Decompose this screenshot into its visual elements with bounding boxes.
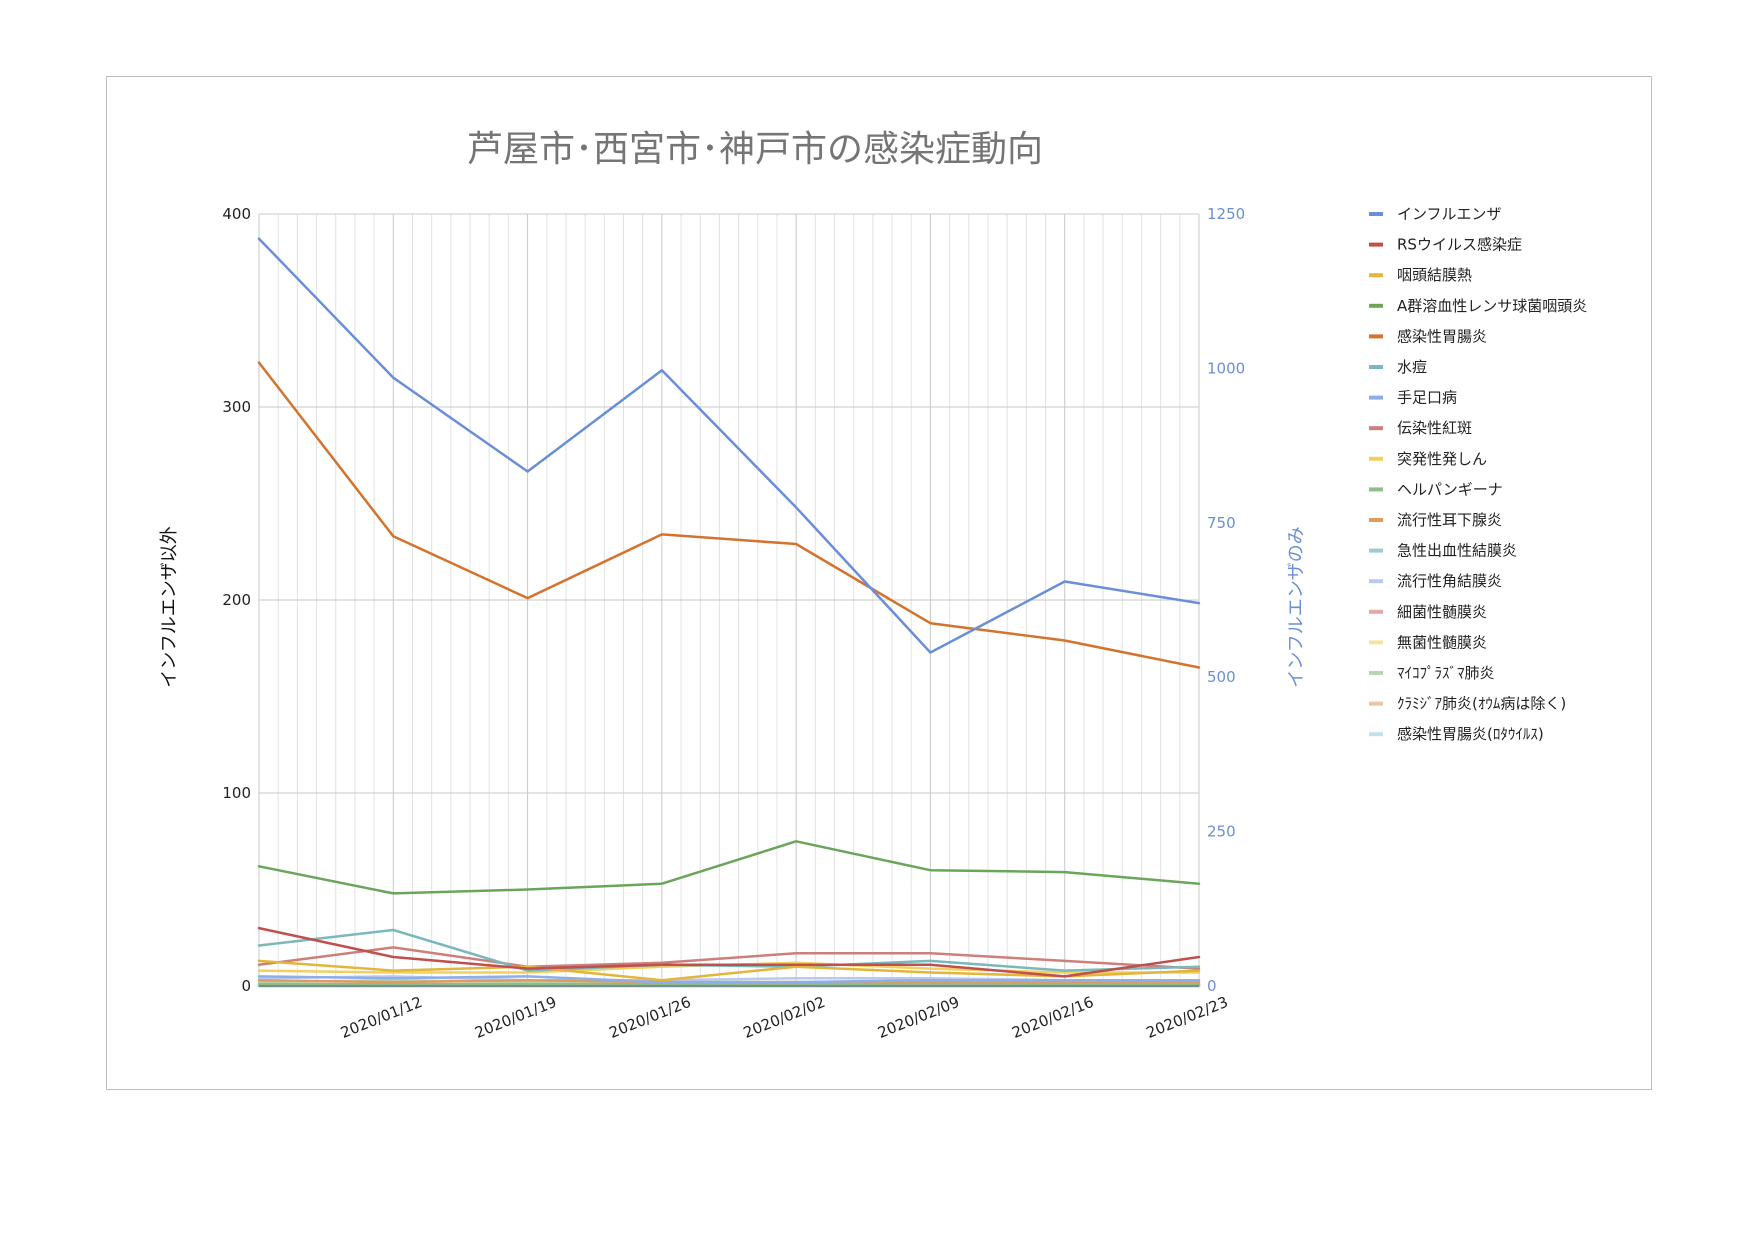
- y-tick-label-right: 500: [1207, 668, 1236, 686]
- y-tick-label-left: 0: [241, 977, 251, 995]
- series-line: [257, 361, 1201, 669]
- series-line: [257, 946, 1201, 970]
- y-tick-label-left: 300: [222, 398, 251, 416]
- legend-label: 無菌性髄膜炎: [1397, 633, 1487, 651]
- series-line: [257, 975, 1201, 984]
- legend-label: 流行性耳下腺炎: [1397, 511, 1502, 529]
- y-tick-label-left: 200: [222, 591, 251, 609]
- legend-label: インフルエンザ: [1397, 205, 1502, 223]
- y-tick-label-right: 1000: [1207, 359, 1245, 377]
- legend-label: 伝染性紅斑: [1397, 419, 1472, 437]
- legend-label: ｸﾗﾐｼﾞｱ肺炎(ｵｳﾑ病は除く): [1397, 695, 1566, 713]
- legend-label: ﾏｲｺﾌﾟﾗｽﾞﾏ肺炎: [1397, 664, 1495, 682]
- series-lines: [257, 237, 1201, 988]
- legend-label: 手足口病: [1397, 389, 1457, 407]
- y-tick-label-right: 250: [1207, 823, 1236, 841]
- x-tick-label: 2020/01/26: [607, 993, 694, 1042]
- x-tick-label: 2020/02/02: [741, 993, 828, 1042]
- legend-label: 細菌性髄膜炎: [1397, 603, 1487, 621]
- series-line: [257, 840, 1201, 895]
- chart-title: 芦屋市･西宮市･神戸市の感染症動向: [467, 129, 1043, 170]
- y-tick-label-right: 0: [1207, 977, 1217, 995]
- legend-label: RSウイルス感染症: [1397, 236, 1522, 254]
- x-tick-label: 2020/02/23: [1144, 993, 1231, 1042]
- axes: 0 100 200 300 400 0 250 500 750 1000 1250 2020/01/1…: [222, 205, 1245, 1042]
- y-axis-title-left: インフルエンザ以外: [159, 526, 180, 687]
- grid: [258, 213, 1200, 987]
- series-line: [257, 926, 1201, 978]
- legend-label: 水痘: [1397, 358, 1427, 376]
- x-tick-label: 2020/01/19: [472, 993, 559, 1042]
- legend-label: 咽頭結膜熱: [1397, 266, 1472, 284]
- y-tick-label-right: 1250: [1207, 205, 1245, 223]
- x-tick-label: 2020/02/09: [875, 993, 962, 1042]
- line-chart: 芦屋市･西宮市･神戸市の感染症動向 0 100 200 300 400 0 250 500 75…: [159, 129, 1587, 1042]
- y-axis-title-right: インフルエンザのみ: [1286, 526, 1307, 687]
- legend-label: ヘルパンギーナ: [1397, 480, 1503, 498]
- y-tick-label-right: 750: [1207, 514, 1236, 532]
- x-tick-label: 2020/02/16: [1009, 993, 1096, 1042]
- series-line: [257, 959, 1201, 982]
- legend-label: 急性出血性結膜炎: [1397, 542, 1517, 560]
- legend-label: 流行性角結膜炎: [1397, 572, 1502, 590]
- x-tick-label: 2020/01/12: [338, 993, 425, 1042]
- legend-label: 感染性胃腸炎(ﾛﾀｳｲﾙｽ): [1397, 725, 1544, 743]
- chart-frame: 芦屋市･西宮市･神戸市の感染症動向 0 100 200 300 400 0 250 500 75…: [106, 76, 1652, 1090]
- legend-label: A群溶血性レンサ球菌咽頭炎: [1397, 297, 1587, 315]
- y-tick-label-left: 400: [222, 205, 251, 223]
- y-tick-label-left: 100: [222, 784, 251, 802]
- legend-label: 突発性発しん: [1397, 450, 1487, 468]
- legend-label: 感染性胃腸炎: [1397, 327, 1487, 345]
- series-line: [257, 237, 1201, 654]
